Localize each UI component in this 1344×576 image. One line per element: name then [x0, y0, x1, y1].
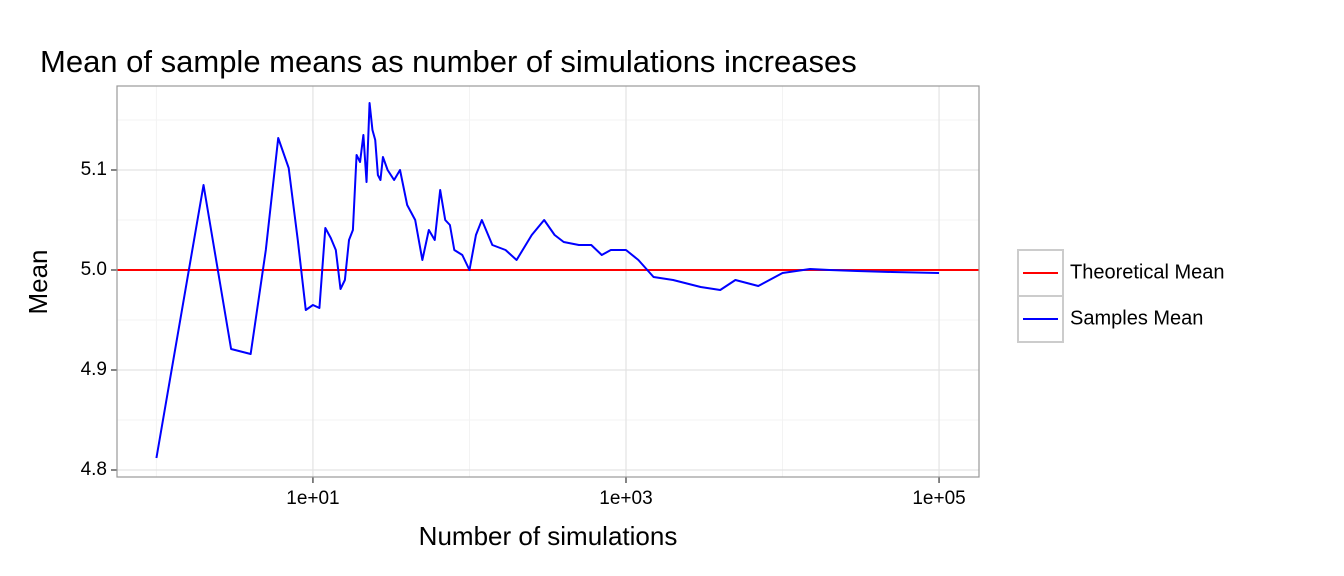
y-tick-label: 4.8: [81, 459, 107, 480]
y-tick-label: 4.9: [81, 359, 107, 380]
x-axis-title: Number of simulations: [419, 521, 678, 551]
y-tick-label: 5.1: [81, 159, 107, 180]
panel-border: [116, 85, 980, 478]
plot-panel: [117, 86, 979, 477]
legend-label: Theoretical Mean: [1070, 261, 1225, 283]
y-axis-title: Mean: [23, 249, 53, 314]
chart-title: Mean of sample means as number of simula…: [40, 44, 857, 79]
x-tick-label: 1e+05: [912, 488, 965, 509]
legend-label: Samples Mean: [1070, 307, 1203, 329]
x-tick-label: 1e+03: [599, 488, 652, 509]
data-line: [155, 102, 940, 459]
x-tick-label: 1e+01: [286, 488, 339, 509]
y-tick-label: 5.0: [81, 259, 107, 280]
